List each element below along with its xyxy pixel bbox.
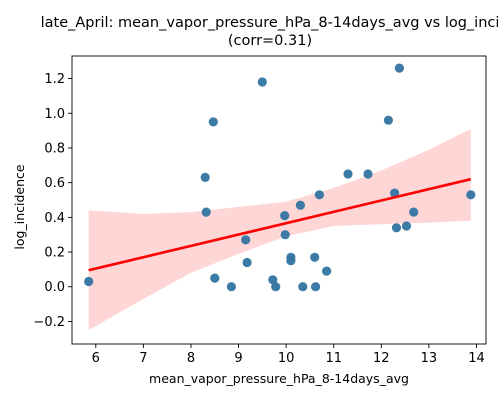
data-point-12 xyxy=(280,230,290,240)
chart-title-group: late_April: mean_vapor_pressure_hPa_8-14… xyxy=(41,15,500,49)
data-point-29 xyxy=(466,190,476,200)
y-tick-label: 1.2 xyxy=(44,72,65,87)
x-tick-label: 13 xyxy=(421,351,438,366)
x-tick-label: 8 xyxy=(187,351,195,366)
data-point-15 xyxy=(295,200,305,210)
data-point-26 xyxy=(394,63,404,73)
y-tick-label: 0.2 xyxy=(44,246,65,261)
data-point-10 xyxy=(271,282,281,292)
data-point-8 xyxy=(257,77,267,87)
data-point-1 xyxy=(200,172,210,182)
y-tick-label: −0.2 xyxy=(33,315,65,330)
x-tick-label: 12 xyxy=(373,351,390,366)
data-point-24 xyxy=(390,188,400,198)
chart-subtitle: (corr=0.31) xyxy=(228,33,312,49)
data-point-20 xyxy=(322,266,332,276)
data-point-19 xyxy=(314,190,324,200)
data-point-0 xyxy=(84,276,94,287)
x-tick-label: 7 xyxy=(139,351,147,366)
data-point-11 xyxy=(280,211,290,221)
data-point-3 xyxy=(208,117,218,127)
x-tick-label: 10 xyxy=(278,351,295,366)
data-point-14 xyxy=(286,256,296,266)
data-point-5 xyxy=(226,282,236,292)
y-tick-label: 1.0 xyxy=(44,107,65,122)
data-point-17 xyxy=(310,252,320,262)
data-point-22 xyxy=(363,169,373,179)
x-tick-label: 9 xyxy=(234,351,242,366)
data-point-21 xyxy=(343,169,353,179)
x-tick-label: 14 xyxy=(468,351,485,366)
x-axis-label: mean_vapor_pressure_hPa_8-14days_avg xyxy=(149,371,409,386)
x-tick-label: 11 xyxy=(325,351,342,366)
plot-area xyxy=(84,63,476,331)
y-tick-label: 0.4 xyxy=(44,211,65,226)
data-point-4 xyxy=(210,273,220,283)
plot-frame xyxy=(71,55,487,345)
confidence-band xyxy=(88,128,471,331)
data-point-2 xyxy=(201,207,211,217)
data-point-9 xyxy=(268,275,278,285)
data-point-27 xyxy=(401,221,412,231)
data-point-18 xyxy=(311,282,321,292)
chart-title: late_April: mean_vapor_pressure_hPa_8-14… xyxy=(41,15,500,31)
data-point-25 xyxy=(391,223,402,233)
data-point-28 xyxy=(409,207,419,217)
y-tick-label: 0.0 xyxy=(44,280,65,295)
axes: 6 7 8 9 10 11 12 13 14 −0.2 0.0 0.2 0.4 0.6 0.8 1.0 1.2 xyxy=(33,55,487,366)
y-tick-label: 0.8 xyxy=(44,141,65,156)
data-point-16 xyxy=(298,282,308,292)
data-point-7 xyxy=(242,257,252,268)
regression-line xyxy=(88,177,472,272)
x-tick-label: 6 xyxy=(92,351,100,366)
data-point-23 xyxy=(383,115,393,125)
data-point-6 xyxy=(241,235,251,245)
y-axis-label: log_incidence xyxy=(12,164,27,249)
y-tick-label: 0.6 xyxy=(44,176,65,191)
